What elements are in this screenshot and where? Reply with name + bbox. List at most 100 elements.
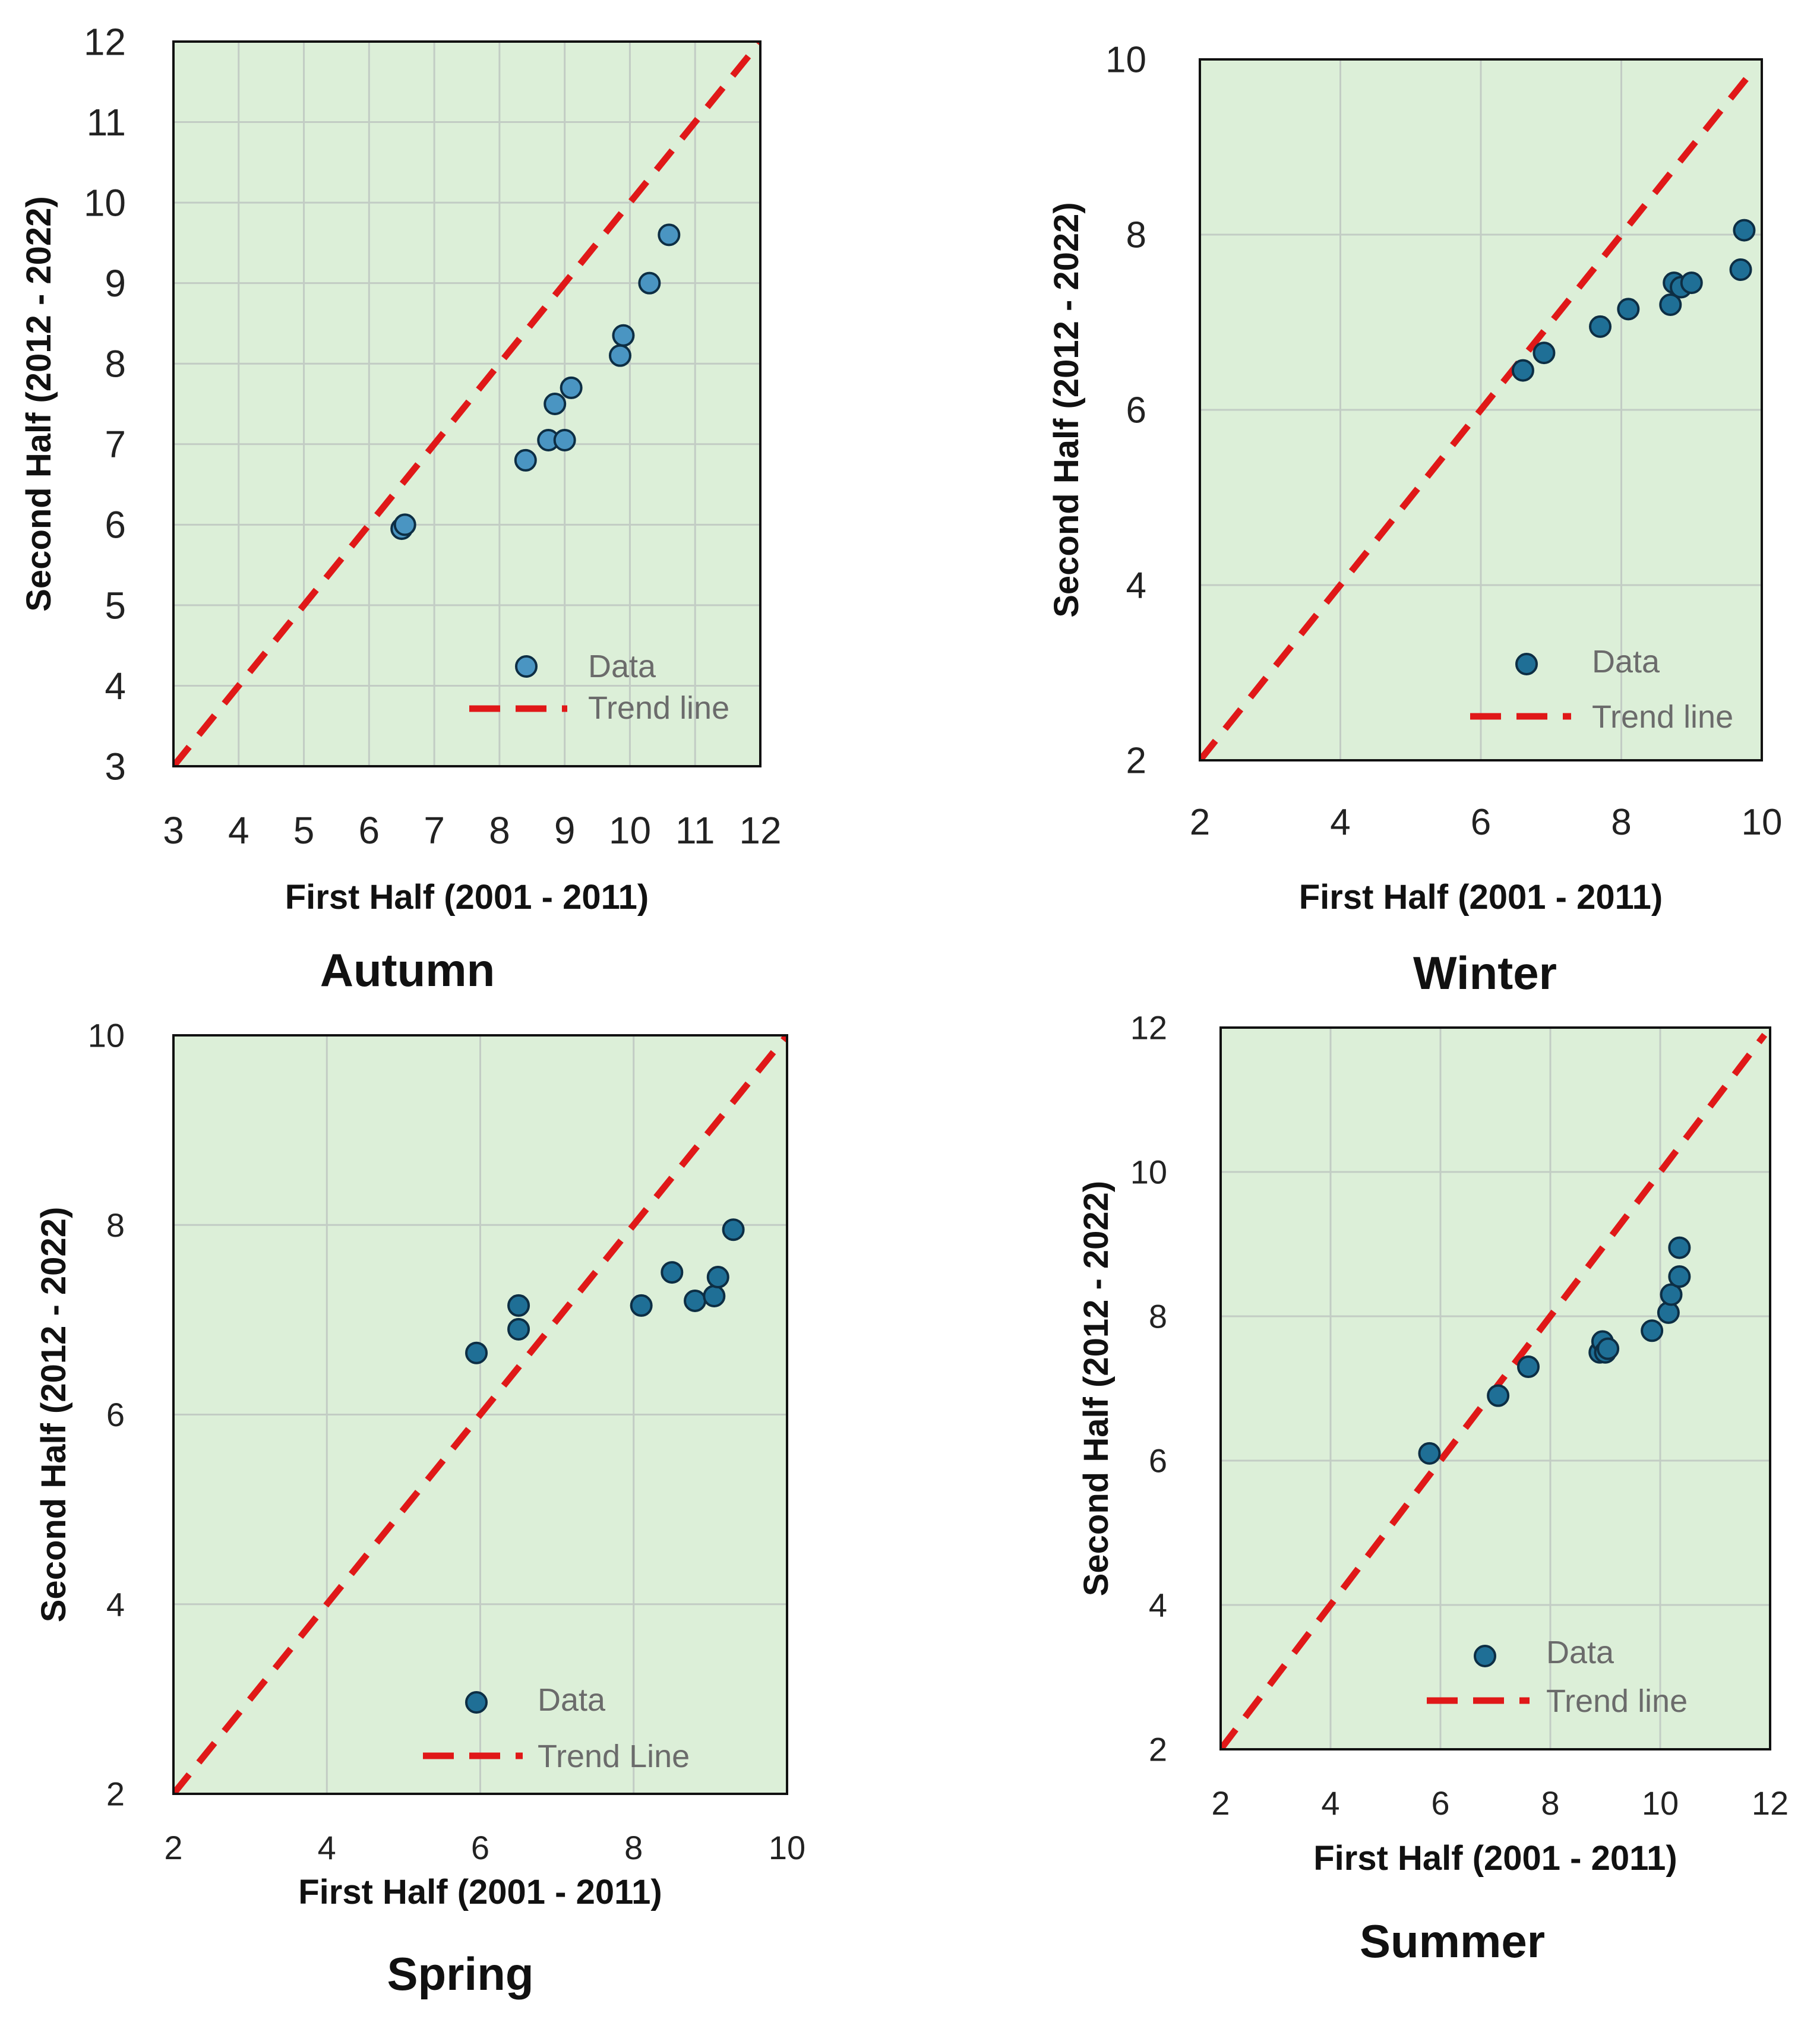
spring-x-tick-label: 2 — [164, 1829, 182, 1866]
summer-x-axis-label: First Half (2001 - 2011) — [1313, 1839, 1677, 1878]
autumn-data-point — [544, 393, 567, 415]
autumn-data-point — [393, 513, 416, 536]
spring-data-point — [630, 1294, 653, 1317]
autumn-x-tick-label: 4 — [228, 809, 249, 852]
autumn-data-point — [658, 223, 681, 247]
autumn-x-tick-label: 7 — [424, 809, 445, 852]
summer-data-point — [1487, 1384, 1510, 1407]
winter-data-point — [1659, 293, 1682, 316]
autumn-y-tick-label: 12 — [84, 20, 126, 63]
spring-x-tick-label: 4 — [318, 1829, 336, 1866]
summer-legend-data-marker — [1474, 1645, 1496, 1667]
autumn-y-tick-label: 8 — [105, 343, 126, 385]
winter-legend-trend-label: Trend line — [1592, 699, 1733, 735]
summer-x-tick-label: 6 — [1431, 1784, 1449, 1822]
autumn-data-point — [514, 448, 537, 472]
spring-legend-data-marker — [465, 1691, 488, 1714]
spring-plot-frame — [172, 1034, 788, 1795]
autumn-x-tick-label: 8 — [489, 809, 510, 852]
autumn-data-point — [553, 429, 576, 451]
winter-plot-frame — [1199, 58, 1763, 761]
winter-y-tick-label: 4 — [1126, 565, 1146, 606]
winter-legend-data-marker — [1515, 653, 1538, 675]
spring-legend-data-label: Data — [538, 1682, 606, 1718]
spring-y-axis-label: Second Half (2012 - 2022) — [34, 1207, 73, 1623]
winter-legend: Data Trend line — [1470, 644, 1733, 735]
autumn-trend-line — [173, 42, 760, 766]
autumn-legend-data-label: Data — [588, 649, 656, 684]
summer-y-tick-label: 6 — [1149, 1442, 1167, 1480]
summer-legend: Data Trend line — [1427, 1635, 1688, 1719]
spring-data-point — [507, 1317, 530, 1341]
spring-y-tick-label: 6 — [106, 1396, 125, 1433]
summer-chart: 2 4 6 8 10 12 2 4 6 8 10 12 First Half (2001 - 2011)… — [1077, 1009, 1789, 1967]
summer-x-tick-label: 4 — [1321, 1784, 1339, 1822]
autumn-data-point — [638, 271, 661, 295]
autumn-legend-data-marker — [515, 655, 538, 678]
winter-y-axis-label: Second Half (2012 - 2022) — [1047, 202, 1086, 618]
autumn-x-tick-label: 5 — [293, 809, 315, 852]
autumn-plot-frame — [172, 40, 762, 767]
summer-data-point — [1668, 1236, 1691, 1259]
spring-x-tick-label: 10 — [769, 1829, 805, 1866]
winter-x-tick-label: 8 — [1611, 802, 1631, 843]
autumn-y-tick-label: 9 — [105, 262, 126, 305]
autumn-x-axis-label: First Half (2001 - 2011) — [285, 878, 649, 917]
summer-y-tick-label: 4 — [1149, 1587, 1167, 1624]
winter-x-tick-label: 2 — [1190, 802, 1210, 843]
winter-y-tick-label: 2 — [1126, 741, 1146, 782]
winter-data-point — [1511, 359, 1534, 382]
summer-data-point — [1660, 1283, 1683, 1306]
spring-y-tick-label: 4 — [106, 1585, 125, 1623]
spring-data-point — [507, 1294, 530, 1317]
summer-legend-data-label: Data — [1546, 1635, 1614, 1670]
spring-data-point — [661, 1261, 684, 1284]
spring-y-tick-label: 8 — [106, 1206, 125, 1244]
summer-y-tick-label: 2 — [1149, 1731, 1167, 1768]
autumn-x-tick-label: 6 — [359, 809, 380, 852]
spring-legend-trend-label: Trend Line — [538, 1739, 690, 1774]
autumn-y-tick-label: 7 — [105, 423, 126, 466]
summer-y-tick-label: 8 — [1149, 1298, 1167, 1335]
winter-x-axis-label: First Half (2001 - 2011) — [1299, 878, 1663, 917]
summer-y-axis-label: Second Half (2012 - 2022) — [1077, 1181, 1116, 1597]
spring-y-tick-label: 2 — [106, 1775, 125, 1813]
autumn-data-point — [608, 344, 631, 367]
autumn-data-point — [560, 376, 583, 399]
autumn-legend: Data Trend line — [469, 649, 729, 726]
autumn-y-tick-label: 11 — [87, 101, 126, 144]
autumn-x-tick-label: 9 — [554, 809, 576, 852]
winter-title: Winter — [1413, 947, 1557, 999]
spring-trend-line — [173, 1035, 787, 1794]
winter-data-point — [1729, 258, 1752, 281]
winter-chart: 2 4 6 8 10 2 4 6 8 10 First Half (2001 - 2011) Seco… — [1047, 40, 1782, 999]
autumn-data-point — [612, 324, 635, 347]
winter-data-point — [1589, 315, 1612, 338]
summer-y-tick-label: 10 — [1130, 1154, 1167, 1191]
winter-x-tick-label: 6 — [1471, 802, 1491, 843]
autumn-y-tick-label: 6 — [105, 504, 126, 546]
autumn-x-tick-label: 10 — [609, 809, 651, 852]
spring-x-tick-label: 6 — [471, 1829, 489, 1866]
autumn-x-tick-label: 11 — [675, 809, 715, 852]
autumn-chart: 3 4 5 6 7 8 9 10 11 12 3 4 5 6 7 8 9 10 11 12 First Half (20… — [20, 20, 782, 996]
winter-trend-line — [1200, 75, 1751, 760]
summer-x-tick-label: 12 — [1752, 1784, 1789, 1822]
winter-data-point — [1733, 219, 1756, 242]
autumn-x-tick-label: 12 — [739, 809, 781, 852]
summer-data-point — [1641, 1319, 1664, 1342]
summer-x-tick-label: 10 — [1642, 1784, 1679, 1822]
winter-data-point — [1617, 298, 1640, 321]
autumn-legend-trend-label: Trend line — [588, 690, 729, 726]
spring-chart: 2 4 6 8 10 2 4 6 8 10 First Half (2001 - 2011) Seco… — [34, 1017, 805, 2000]
autumn-y-tick-label: 3 — [105, 745, 126, 788]
spring-data-point — [703, 1284, 726, 1307]
autumn-x-tick-label: 3 — [163, 809, 184, 852]
autumn-title: Autumn — [320, 944, 495, 996]
autumn-y-tick-label: 5 — [105, 584, 126, 627]
spring-data-point — [465, 1341, 488, 1364]
summer-data-point — [1418, 1442, 1441, 1465]
winter-data-point — [1533, 342, 1556, 365]
autumn-y-axis-label: Second Half (2012 - 2022) — [20, 196, 58, 612]
